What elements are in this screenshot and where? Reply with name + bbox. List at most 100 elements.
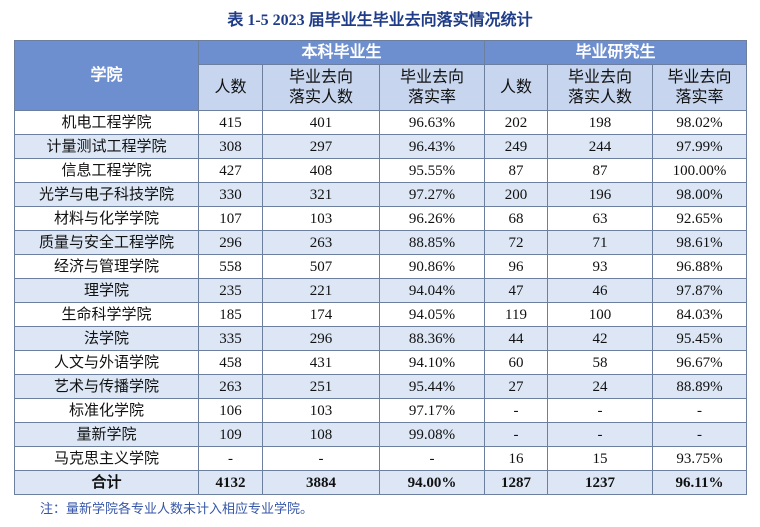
table-cell: 308 xyxy=(198,134,263,159)
table-cell: 103 xyxy=(262,398,380,423)
table-cell: 109 xyxy=(198,422,263,447)
table-cell: 244 xyxy=(547,134,654,159)
table-row: 量新学院 109 108 99.08% - - - xyxy=(14,422,748,447)
table-cell: 88.89% xyxy=(652,374,748,399)
table-cell: 431 xyxy=(262,350,380,375)
header-line: 人数 xyxy=(214,78,247,96)
total-row: 合计 4132 3884 94.00% 1287 1237 96.11% xyxy=(14,470,748,495)
column-header: 人数 xyxy=(198,64,263,111)
table-cell: 58 xyxy=(547,350,654,375)
footnote: 注：量新学院各专业人数未计入相应专业学院。 xyxy=(40,501,314,516)
column-header: 毕业去向 落实率 xyxy=(378,64,486,111)
group-header: 本科毕业生 xyxy=(197,40,486,65)
table-cell: 96.67% xyxy=(652,350,748,375)
table-cell: 生命科学学院 xyxy=(14,302,199,327)
table-row: 光学与电子科技学院 330 321 97.27% 200 196 98.00% xyxy=(14,182,748,207)
table-cell: 458 xyxy=(198,350,263,375)
table-cell: 401 xyxy=(262,110,380,135)
table-cell: 93 xyxy=(547,254,654,279)
table-cell: 72 xyxy=(484,230,549,255)
table-row: 机电工程学院 415 401 96.63% 202 198 98.02% xyxy=(14,110,748,135)
header-line: 落实人数 xyxy=(288,88,353,106)
table-cell: 263 xyxy=(262,230,380,255)
table-cell: 机电工程学院 xyxy=(14,110,199,135)
table-cell: 99.08% xyxy=(378,422,486,447)
table-cell: 507 xyxy=(262,254,380,279)
table-cell: 71 xyxy=(547,230,654,255)
table-cell: 296 xyxy=(262,326,380,351)
table-cell: 量新学院 xyxy=(14,422,199,447)
table-cell: 98.02% xyxy=(652,110,748,135)
table-cell: 27 xyxy=(484,374,549,399)
table-cell: 103 xyxy=(262,206,380,231)
table-cell: 335 xyxy=(198,326,263,351)
table-row: 马克思主义学院 - - -16 15 93.75% xyxy=(14,446,748,471)
table-cell: 330 xyxy=(198,182,263,207)
table-cell: 321 xyxy=(262,182,380,207)
table-cell: 标准化学院 xyxy=(14,398,199,423)
table-cell: 信息工程学院 xyxy=(14,158,199,183)
table-cell: 96 xyxy=(484,254,549,279)
table-cell: 24 xyxy=(547,374,654,399)
table-row: 生命科学学院 185 174 94.05% 119 100 84.03% xyxy=(14,302,748,327)
table-cell: 174 xyxy=(262,302,380,327)
table-cell: 47 xyxy=(484,278,549,303)
header-row: 人数 毕业去向 落实人数 毕业去向 落实率 人数 毕业去向 落实人数 毕业去向 落实率 xyxy=(15,64,748,111)
table-cell: 107 xyxy=(198,206,263,231)
header-line: 落实率 xyxy=(675,88,724,106)
table-cell: 87 xyxy=(484,158,549,183)
table-cell: 200 xyxy=(484,182,549,207)
table-cell: 计量测试工程学院 xyxy=(14,134,199,159)
table-cell: 94.04% xyxy=(378,278,486,303)
table-cell: 408 xyxy=(262,158,380,183)
column-header: 毕业去向 落实率 xyxy=(652,64,748,111)
table-cell: 100.00% xyxy=(652,158,748,183)
table-cell: 3884 xyxy=(262,470,380,495)
table-cell: 202 xyxy=(484,110,549,135)
data-table: 学院 本科毕业生 毕业研究生 人数 毕业去向 落实人数 毕业去向 落实率 人数 毕业去向 落实人数毕… xyxy=(14,40,748,495)
header-line: 落实率 xyxy=(408,88,457,106)
table-cell: - xyxy=(484,398,549,423)
header-row: 学院 本科毕业生 毕业研究生 xyxy=(14,40,748,111)
table-cell: 艺术与传播学院 xyxy=(14,374,199,399)
table-title: 表 1-5 2023 届毕业生毕业去向落实情况统计 xyxy=(227,12,533,29)
column-header: 人数 xyxy=(484,64,549,111)
table-cell: 88.85% xyxy=(378,230,486,255)
table-cell: 90.86% xyxy=(378,254,486,279)
table-cell: 16 xyxy=(484,446,549,471)
table-row: 法学院 335 296 88.36% 44 42 95.45% xyxy=(14,326,748,351)
table-row: 质量与安全工程学院 296 263 88.85% 72 71 98.61% xyxy=(14,230,748,255)
table-cell: 106 xyxy=(198,398,263,423)
table-cell: 296 xyxy=(198,230,263,255)
table-cell: 415 xyxy=(198,110,263,135)
table-cell: 95.45% xyxy=(652,326,748,351)
table-cell: 法学院 xyxy=(14,326,199,351)
table-cell: 87 xyxy=(547,158,654,183)
table-cell: - xyxy=(484,422,549,447)
table-cell: 185 xyxy=(198,302,263,327)
table-cell: 221 xyxy=(262,278,380,303)
table-cell: 1237 xyxy=(547,470,654,495)
table-cell: 97.99% xyxy=(652,134,748,159)
table-cell: 97.27% xyxy=(378,182,486,207)
table-cell: 88.36% xyxy=(378,326,486,351)
table-cell: 427 xyxy=(198,158,263,183)
table-cell: 4132 xyxy=(198,470,263,495)
table-cell: 马克思主义学院 xyxy=(14,446,199,471)
table-cell: - xyxy=(652,422,748,447)
table-cell: 96.63% xyxy=(378,110,486,135)
table-row: 标准化学院 106 103 97.17% - - - xyxy=(14,398,748,423)
header-line: 落实人数 xyxy=(568,88,633,106)
table-cell: 235 xyxy=(198,278,263,303)
table-cell: 95.55% xyxy=(378,158,486,183)
table-cell: 100 xyxy=(547,302,654,327)
table-row: 经济与管理学院 558 507 90.86% 96 93 96.88% xyxy=(14,254,748,279)
table-cell: 42 xyxy=(547,326,654,351)
group-header: 毕业研究生 xyxy=(484,40,748,65)
table-cell: 1287 xyxy=(484,470,549,495)
table-row: 信息工程学院 427 408 95.55% 87 87 100.00% xyxy=(14,158,748,183)
table-cell: - xyxy=(198,446,263,471)
table-cell: 92.65% xyxy=(652,206,748,231)
table-cell: 198 xyxy=(547,110,654,135)
